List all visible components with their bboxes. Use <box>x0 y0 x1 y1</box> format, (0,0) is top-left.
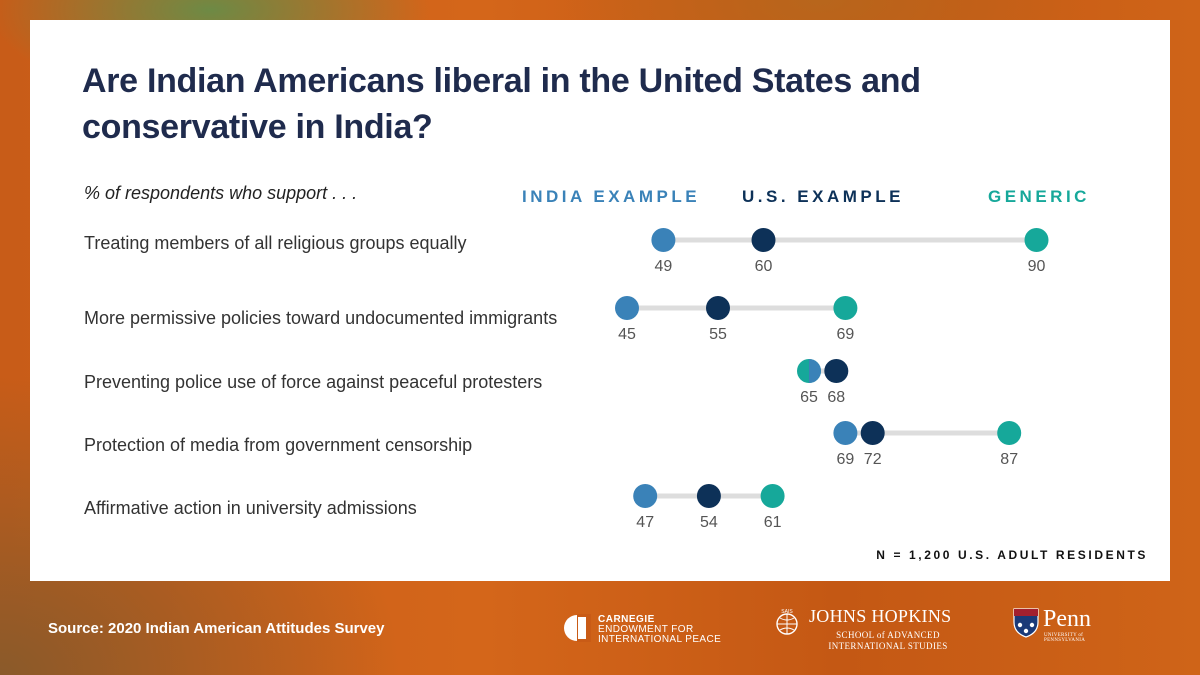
dot-us-1 <box>706 296 730 320</box>
dot-india-1 <box>615 296 639 320</box>
dot-us-2 <box>824 359 849 383</box>
value-label-4-0: 47 <box>636 514 654 531</box>
dot-india-generic-2 <box>797 359 821 383</box>
row-label-police-force: Preventing police use of force against p… <box>84 372 543 392</box>
carnegie-mark-icon <box>564 614 591 642</box>
chart-card: Are Indian Americans liberal in the Unit… <box>30 20 1170 581</box>
row-label-religious-equality: Treating members of all religious groups… <box>84 233 467 253</box>
source-citation: Source: 2020 Indian American Attitudes S… <box>48 620 385 637</box>
chart-subtitle: % of respondents who support . . . <box>84 183 358 203</box>
value-label-4-1: 54 <box>700 514 718 531</box>
penn-logo: Penn UNIVERSITY of PENNSYLVANIA <box>1013 606 1123 646</box>
carnegie-name: CARNEGIE <box>598 614 655 625</box>
dot-us-0 <box>751 228 776 252</box>
dot-generic-3 <box>997 421 1022 445</box>
sais-mark-text: SAIS <box>781 609 793 615</box>
penn-shield-icon <box>1013 608 1039 638</box>
value-label-0-1: 60 <box>755 258 773 275</box>
dot-generic-4 <box>760 484 785 508</box>
johns-hopkins-sais-logo: SAIS JOHNS HOPKINS SCHOOL of ADVANCED IN… <box>773 606 958 654</box>
sais-globe-icon: SAIS <box>776 609 798 635</box>
dot-us-3 <box>860 421 885 445</box>
sample-size-note: N = 1,200 U.S. ADULT RESIDENTS <box>876 548 1148 562</box>
value-label-1-1: 55 <box>709 326 727 343</box>
carnegie-subtitle-2: INTERNATIONAL PEACE <box>598 634 722 645</box>
chart-title: Are Indian Americans liberal in the Unit… <box>82 62 921 146</box>
legend-us-example: U.S. EXAMPLE <box>742 187 904 206</box>
row-label-media-censorship: Protection of media from government cens… <box>84 435 473 455</box>
johns-hopkins-name: JOHNS HOPKINS <box>809 606 952 626</box>
legend-generic: GENERIC <box>988 187 1090 206</box>
value-label-1-2: 69 <box>837 326 855 343</box>
dot-plot: 49 60 90 45 55 69 65 68 69 72 87 47 54 61 <box>615 228 1049 531</box>
penn-name: Penn <box>1043 606 1091 632</box>
value-label-0-2: 90 <box>1028 258 1046 275</box>
value-label-1-0: 45 <box>618 326 636 343</box>
value-label-3-2: 87 <box>1000 451 1018 468</box>
carnegie-subtitle-1: ENDOWMENT FOR <box>598 624 694 635</box>
value-label-2-1: 68 <box>827 389 845 406</box>
value-label-3-0: 69 <box>837 451 855 468</box>
dot-india-0 <box>651 228 676 252</box>
value-label-4-2: 61 <box>764 514 782 531</box>
legend-india-example: INDIA EXAMPLE <box>522 187 701 206</box>
row-label-undocumented-immigrants: More permissive policies toward undocume… <box>84 308 558 328</box>
dot-india-4 <box>633 484 658 508</box>
dot-generic-0 <box>1024 228 1049 252</box>
value-label-3-1: 72 <box>864 451 882 468</box>
dot-us-4 <box>696 484 721 508</box>
jhu-subtitle-2: INTERNATIONAL STUDIES <box>828 641 948 651</box>
dot-generic-1 <box>833 296 858 320</box>
penn-subtitle: UNIVERSITY of PENNSYLVANIA <box>1044 633 1086 643</box>
jhu-subtitle-1: SCHOOL of ADVANCED <box>836 630 940 640</box>
row-label-affirmative-action: Affirmative action in university admissi… <box>84 498 417 518</box>
dot-india-3 <box>833 421 858 445</box>
value-label-2-0: 65 <box>800 389 818 406</box>
value-label-0-0: 49 <box>655 258 673 275</box>
